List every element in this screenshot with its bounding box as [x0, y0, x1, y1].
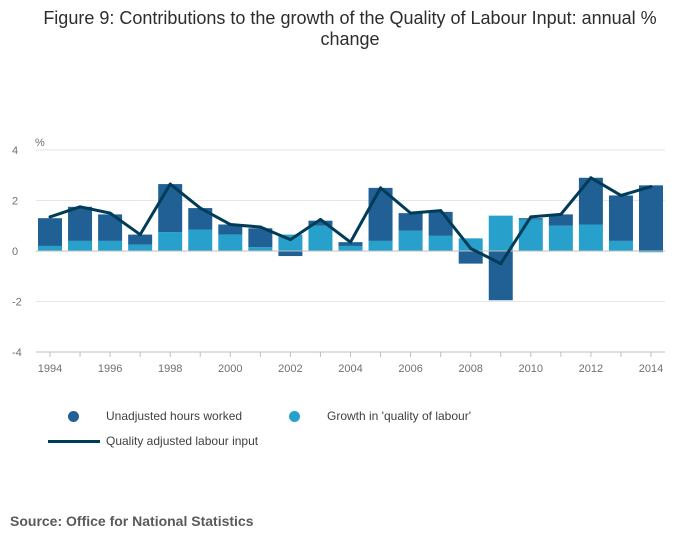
line-point	[168, 182, 172, 186]
bar-quality	[518, 219, 543, 251]
line-point	[529, 215, 533, 219]
bar-quality	[158, 232, 183, 251]
line-point	[258, 225, 262, 229]
line-point	[379, 186, 383, 190]
bar-hours	[128, 234, 153, 245]
bar-quality	[488, 215, 513, 251]
source-note: Source: Office for National Statistics	[10, 513, 254, 529]
line-point	[78, 205, 82, 209]
line-point	[409, 211, 413, 215]
y-tick-label: 2	[12, 196, 18, 208]
bar-hours	[38, 218, 62, 246]
bar-hours	[398, 213, 423, 231]
x-axis: 1994 1996 1998 2000 2002 2004 2006 2008 2010 2012…	[36, 250, 665, 375]
x-tick-label: 2008	[458, 363, 482, 375]
bar-quality	[639, 251, 663, 253]
line-point	[138, 233, 142, 237]
chart-title: Figure 9: Contributions to the growth of…	[43, 8, 657, 49]
bar-hours	[278, 251, 303, 257]
bar-hours	[218, 224, 243, 235]
bar-hours	[368, 187, 393, 241]
bar-quality	[38, 245, 62, 251]
y-axis: 4 2 0 -2 -4%	[12, 137, 45, 359]
bar-hours	[639, 185, 663, 251]
line-point	[228, 222, 232, 226]
y-tick-label: 0	[12, 246, 18, 258]
bar-quality	[428, 235, 453, 251]
bar-hours	[578, 177, 603, 225]
bar-hours	[548, 214, 573, 226]
legend-swatch-hours	[68, 410, 79, 422]
x-tick-label: 1998	[158, 363, 182, 375]
bar-hours	[68, 206, 93, 241]
bar-quality	[608, 240, 633, 251]
legend-item-hours[interactable]: Unadjusted hours worked	[68, 409, 242, 423]
x-tick-label: 1996	[98, 363, 122, 375]
line-point	[469, 246, 473, 250]
bar-quality	[308, 225, 333, 251]
x-tick-label: 2002	[278, 363, 302, 375]
y-tick-label: -2	[12, 297, 22, 309]
legend-label-hours: Unadjusted hours worked	[106, 409, 243, 423]
legend-label-line: Quality adjusted labour input	[106, 434, 259, 448]
legend-item-line[interactable]: Quality adjusted labour input	[48, 434, 258, 448]
x-tick-label: 2006	[398, 363, 422, 375]
y-axis-label: %	[35, 137, 45, 149]
line-point	[198, 206, 202, 210]
line-point	[48, 215, 52, 219]
x-tick-label: 1994	[38, 363, 62, 375]
bar-quality	[338, 245, 363, 251]
bar-hours	[188, 208, 213, 230]
legend-swatch-line	[48, 439, 100, 443]
bar-hours	[248, 228, 273, 248]
bar-quality	[248, 247, 273, 251]
line-series	[48, 176, 653, 266]
x-tick-label: 2000	[218, 363, 242, 375]
line-point	[619, 193, 623, 197]
legend-item-quality[interactable]: Growth in 'quality of labour'	[289, 409, 471, 423]
bar-quality	[188, 229, 213, 251]
bar-quality	[578, 224, 603, 251]
bar-quality	[218, 234, 243, 251]
line-point	[108, 211, 112, 215]
line-point	[439, 209, 443, 213]
bar-quality	[368, 240, 393, 251]
line-point	[349, 240, 352, 244]
bar-quality	[548, 225, 573, 251]
line-point	[589, 176, 593, 180]
x-tick-label: 2012	[579, 363, 603, 375]
bar-hours	[458, 251, 483, 264]
bar-quality	[68, 240, 93, 251]
y-tick-label: -4	[12, 347, 22, 359]
x-tick-label: 2004	[338, 363, 362, 375]
bar-quality	[98, 240, 123, 251]
bar-hours	[608, 195, 633, 241]
line-point	[499, 262, 503, 266]
line-point	[649, 185, 653, 189]
bar-quality	[128, 244, 153, 251]
x-tick-label: 2014	[639, 363, 663, 375]
bar-hours	[308, 220, 333, 226]
line-point	[318, 217, 322, 221]
y-tick-label: 4	[12, 145, 18, 157]
bar-quality	[398, 230, 423, 251]
bars	[38, 177, 663, 301]
x-tick-label: 2010	[519, 363, 543, 375]
bar-hours	[428, 211, 453, 236]
line-point	[559, 212, 563, 216]
legend-label-quality: Growth in 'quality of labour'	[327, 409, 471, 423]
bar-hours	[338, 242, 363, 246]
legend-swatch-quality	[289, 410, 300, 422]
line-point	[288, 238, 292, 242]
